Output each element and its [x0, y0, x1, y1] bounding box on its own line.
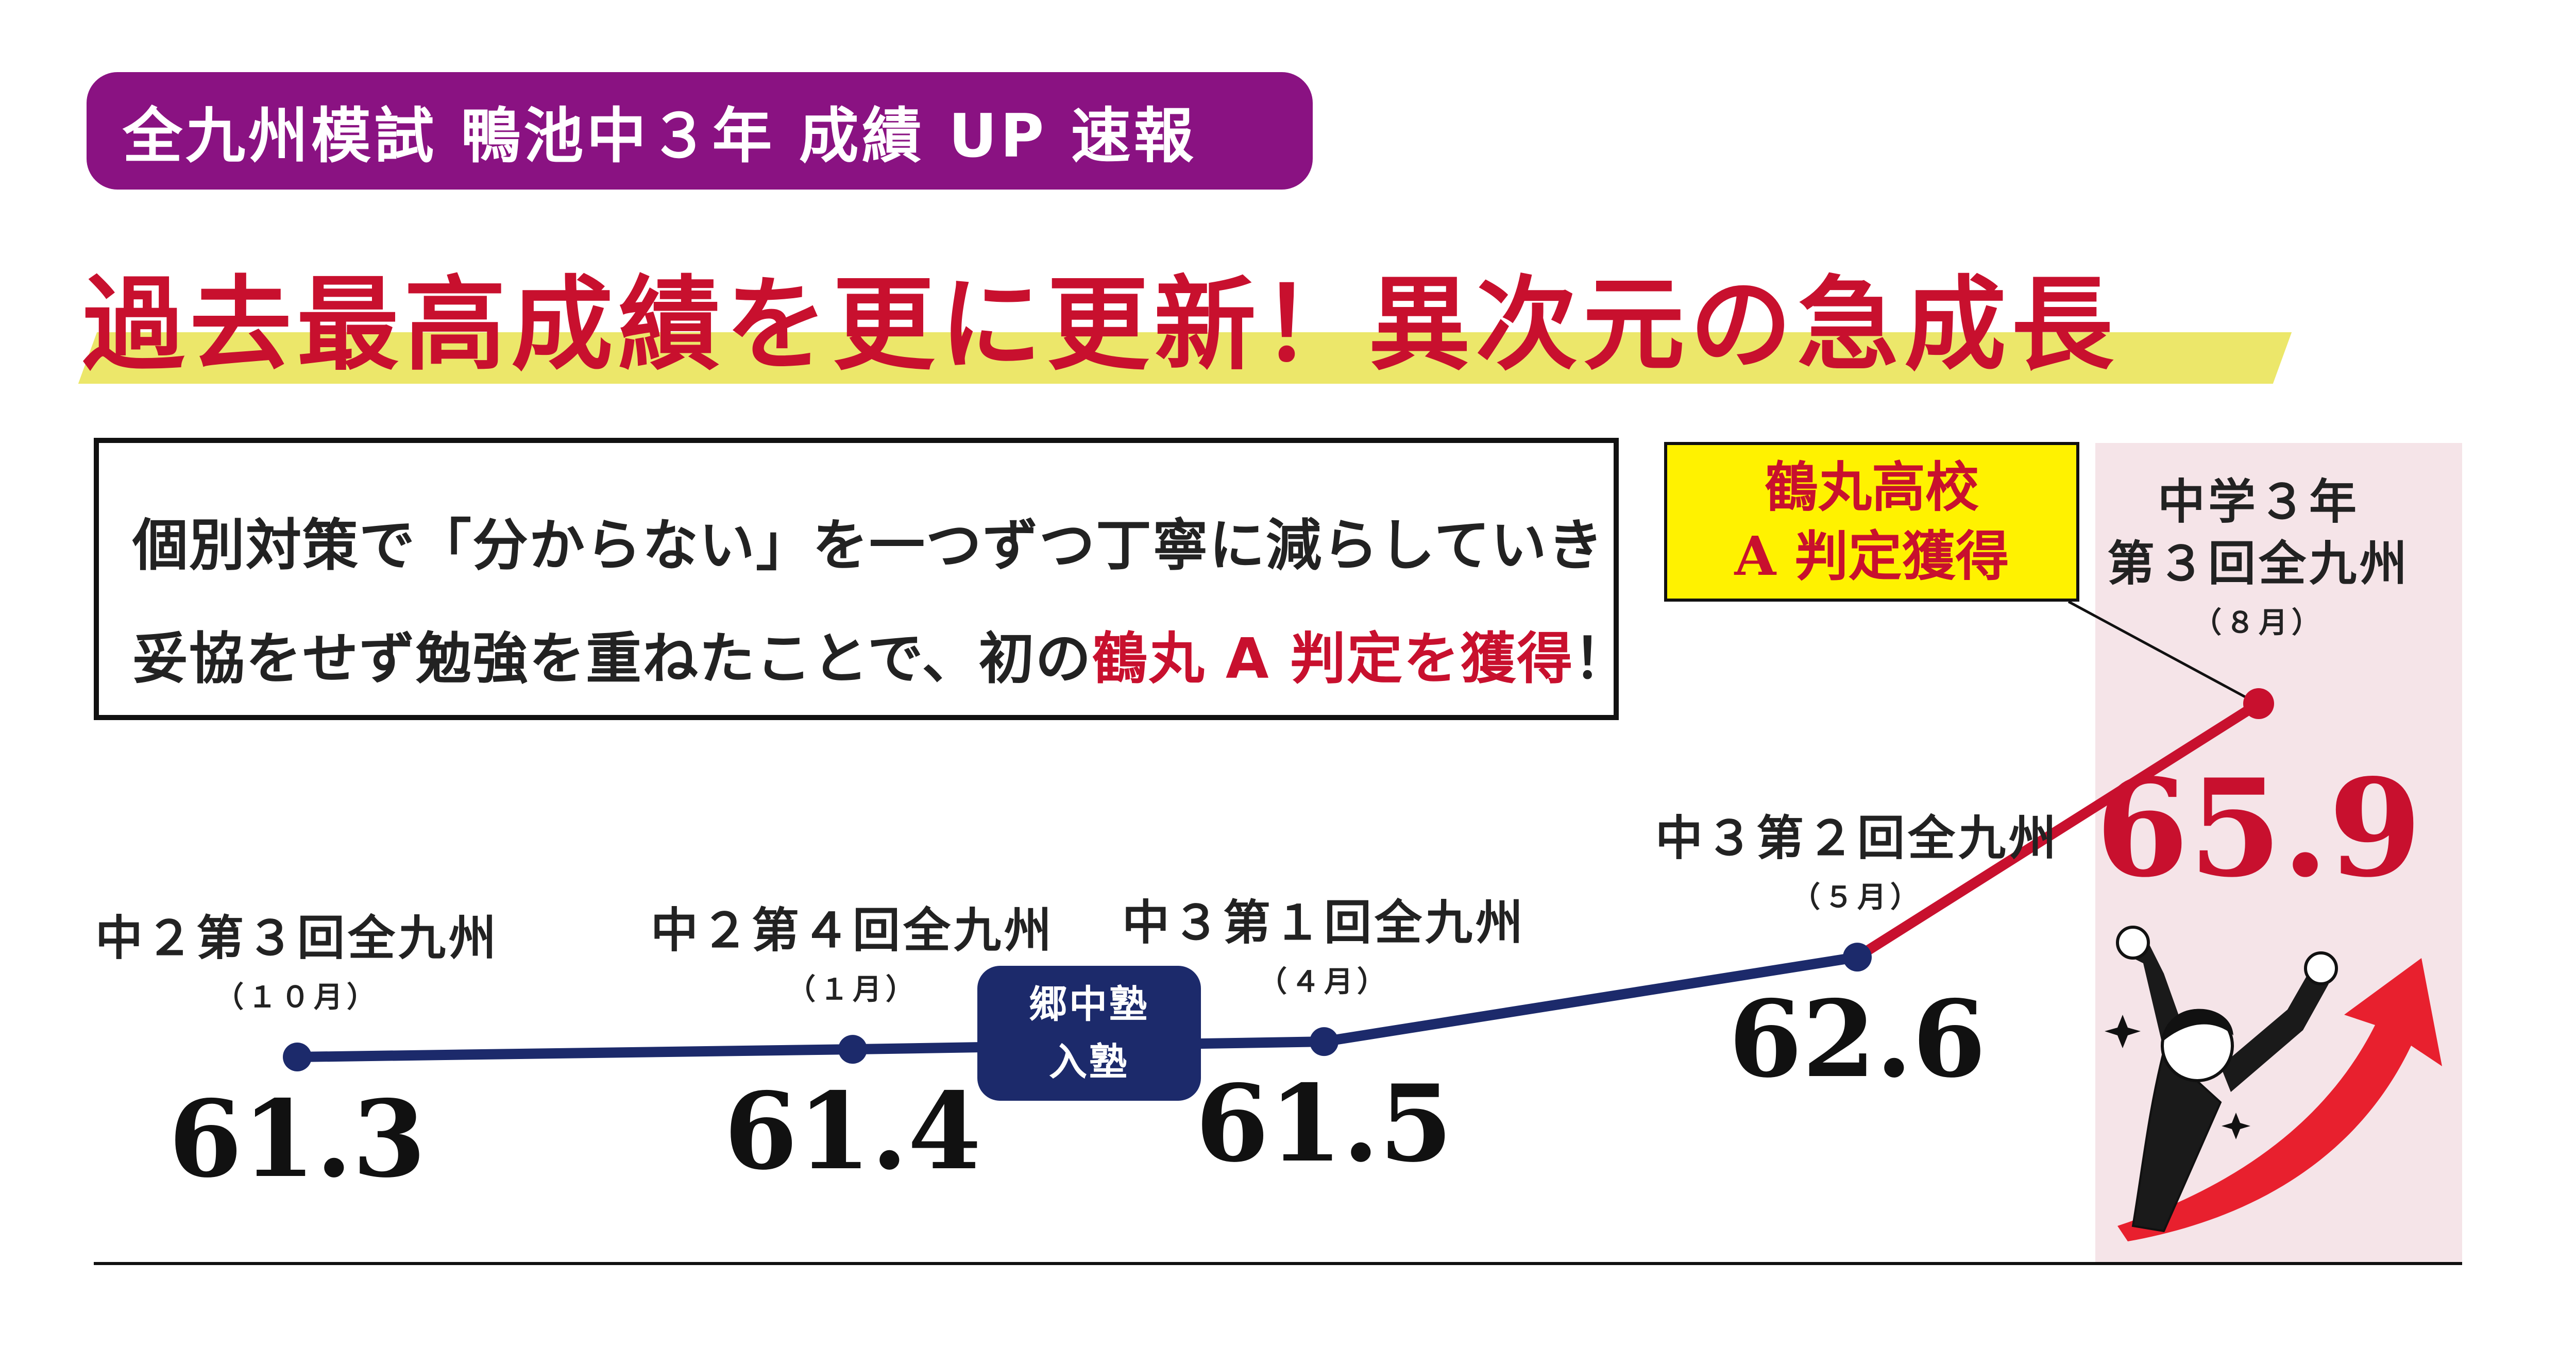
category-label: 中２第４回全九州 （１月）: [651, 900, 1055, 1018]
callout-line-1: 鶴丸高校: [1764, 455, 1979, 519]
series-line-after: [1852, 698, 2264, 963]
upward-arrow-icon: [2117, 958, 2442, 1241]
data-point: [838, 1035, 867, 1064]
enrollment-marker-line-1: 郷中塾: [1029, 982, 1149, 1027]
header-badge: 全九州模試 鴨池中３年 成績 UP 速報: [87, 72, 1313, 190]
category-name: 中３第２回全九州: [1655, 811, 2060, 866]
chart-baseline: [94, 1262, 2462, 1265]
note-line-2-end: ！: [1573, 627, 1631, 691]
data-point: [2243, 688, 2274, 719]
data-point: [1310, 1027, 1338, 1056]
summary-note-box: 個別対策で「分からない」を一つずつ丁寧に減らしていき 妥協をせず勉強を重ねたこと…: [94, 438, 1629, 720]
category-name: 中２第３回全九州: [95, 911, 500, 966]
student-hair-icon: [2164, 1009, 2233, 1040]
note-line-2: 妥協をせず勉強を重ねたことで、初の鶴丸 A 判定を獲得！: [132, 603, 1629, 716]
callout-leader-line: [2067, 600, 2259, 705]
note-highlight: 鶴丸 A 判定を獲得: [1092, 627, 1574, 691]
category-label: 中３第２回全九州 （５月）: [1655, 808, 2059, 926]
student-right-fist-icon: [2304, 951, 2338, 985]
badge-text: 全九州模試 鴨池中３年 成績 UP 速報: [123, 101, 1197, 171]
data-point: [1843, 943, 1872, 972]
student-left-fist-icon: [2116, 926, 2150, 960]
category-name: 中学３年: [2157, 474, 2360, 530]
sparkle-icon: [2105, 1015, 2141, 1048]
data-label: 65.9: [2095, 750, 2422, 907]
data-label: 61.3: [168, 1078, 426, 1201]
note-line-1: 個別対策で「分からない」を一つずつ丁寧に減らしていき: [132, 514, 1604, 578]
page-headline: 過去最高成績を更に更新！異次元の急成長: [82, 265, 2119, 384]
category-month: （５月）: [1791, 881, 1923, 915]
category-month: （１０月）: [214, 981, 380, 1014]
category-month: （８月）: [2192, 606, 2325, 640]
data-point: [283, 1043, 312, 1071]
data-label: 61.5: [1195, 1062, 1453, 1186]
data-label: 62.6: [1728, 978, 1986, 1102]
enrollment-marker-line-2: 入塾: [1049, 1040, 1129, 1084]
student-raised-arm-icon: [2221, 974, 2329, 1092]
category-name: 中２第４回全九州: [650, 903, 1055, 959]
callout-line-2: A 判定獲得: [1734, 524, 2009, 588]
cheering-student-illustration: [2105, 926, 2442, 1241]
enrollment-marker: 郷中塾 入塾: [977, 966, 1201, 1101]
headline-block: 過去最高成績を更に更新！異次元の急成長: [78, 242, 2298, 397]
category-month: （１月）: [786, 973, 919, 1007]
category-name: 第３回全九州: [2107, 536, 2411, 591]
category-label: 中学３年第３回全九州 （８月）: [2107, 471, 2410, 652]
category-name: 中３第１回全九州: [1122, 895, 1527, 951]
note-line-2-start: 妥協をせず勉強を重ねたことで、初の: [132, 627, 1092, 691]
point-layer: [283, 688, 2274, 1071]
achievement-callout: 鶴丸高校 A 判定獲得: [1664, 442, 2079, 602]
student-body-icon: [2131, 1049, 2222, 1233]
sparkle-icon: [2222, 1113, 2250, 1139]
data-label: 61.4: [724, 1070, 981, 1194]
category-label: 中３第１回全九州 （４月）: [1122, 892, 1526, 1011]
category-month: （４月）: [1258, 965, 1390, 999]
category-label: 中２第３回全九州 （１０月）: [95, 908, 499, 1026]
